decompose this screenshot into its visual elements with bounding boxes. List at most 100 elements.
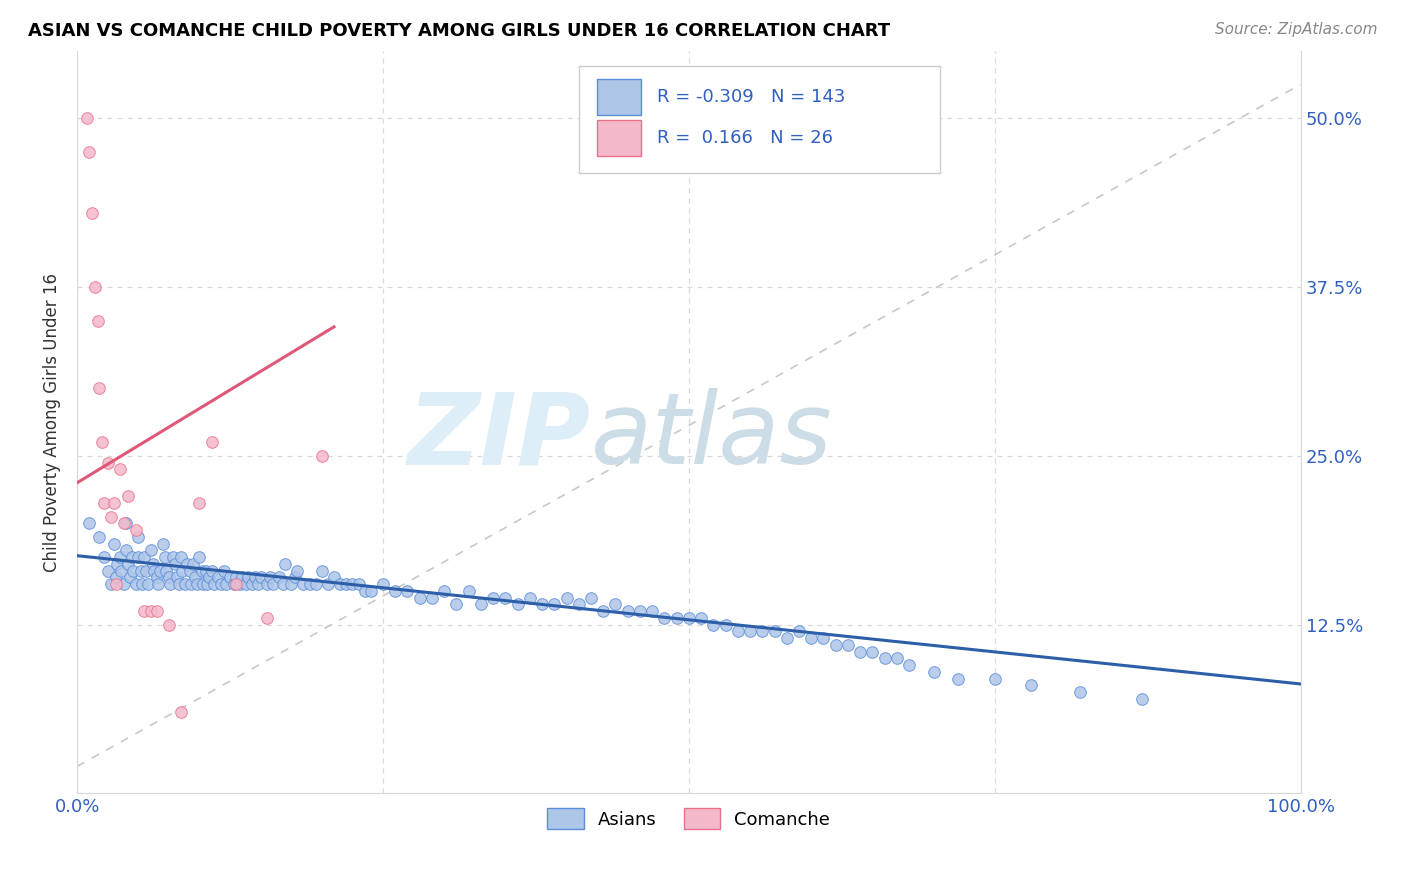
Point [247,577,270,591]
Point [167,577,190,591]
Point [225,577,247,591]
Point [198,570,221,584]
Point [231,570,253,584]
Point [335,577,357,591]
Point [166,570,188,584]
Point [134,604,156,618]
Point [311,449,333,463]
Point [103,496,125,510]
Point [898,658,921,673]
Point [125,523,148,537]
Point [824,638,846,652]
Text: R =  0.166   N = 26: R = 0.166 N = 26 [657,129,834,147]
Point [616,604,638,618]
Point [110,564,132,578]
Point [179,564,201,578]
Point [763,624,786,639]
Point [776,631,799,645]
Point [121,549,143,564]
Point [1130,691,1153,706]
Point [155,564,177,578]
Point [127,549,149,564]
Point [108,549,131,564]
Point [87,530,110,544]
Point [280,577,302,591]
Point [592,604,614,618]
Point [222,577,245,591]
Point [922,665,945,679]
Point [191,577,214,591]
Point [555,591,578,605]
Point [105,577,128,591]
Point [87,314,110,328]
Point [738,624,761,639]
Point [727,624,749,639]
Point [298,577,321,591]
Point [238,570,260,584]
Point [215,577,238,591]
Point [329,577,352,591]
Point [274,557,297,571]
Point [506,597,529,611]
Point [207,570,229,584]
Legend: Asians, Comanche: Asians, Comanche [540,801,838,837]
Point [136,577,159,591]
Point [97,456,120,470]
Point [212,564,235,578]
Point [837,638,859,652]
Text: Source: ZipAtlas.com: Source: ZipAtlas.com [1215,22,1378,37]
Point [201,564,224,578]
Point [267,570,290,584]
Point [145,604,167,618]
Point [84,280,107,294]
Point [946,672,969,686]
Point [117,557,139,571]
Point [100,577,122,591]
Point [201,435,224,450]
Point [628,604,651,618]
Point [305,577,328,591]
Point [371,577,394,591]
Point [90,435,112,450]
Point [714,617,737,632]
Point [1021,678,1043,692]
Point [170,706,193,720]
FancyBboxPatch shape [598,78,641,115]
Point [163,557,186,571]
Point [519,591,541,605]
Point [235,577,257,591]
Point [125,577,148,591]
Point [256,577,278,591]
Point [131,577,153,591]
Point [127,530,149,544]
Point [183,557,205,571]
Point [76,112,98,126]
Point [129,564,152,578]
Point [271,577,294,591]
Point [292,577,315,591]
Point [813,631,835,645]
Point [605,597,627,611]
Point [256,611,278,625]
Point [134,549,156,564]
Point [180,577,202,591]
Point [93,549,115,564]
Point [117,489,139,503]
Point [211,577,233,591]
Point [240,577,263,591]
Point [654,611,676,625]
Point [115,543,138,558]
Point [284,570,307,584]
Point [665,611,688,625]
Point [1069,685,1091,699]
Point [225,570,247,584]
Point [751,624,773,639]
Point [157,570,180,584]
Point [229,577,252,591]
Point [311,564,333,578]
Point [79,516,101,531]
Point [145,570,167,584]
Point [420,591,443,605]
Point [186,577,208,591]
Point [800,631,823,645]
